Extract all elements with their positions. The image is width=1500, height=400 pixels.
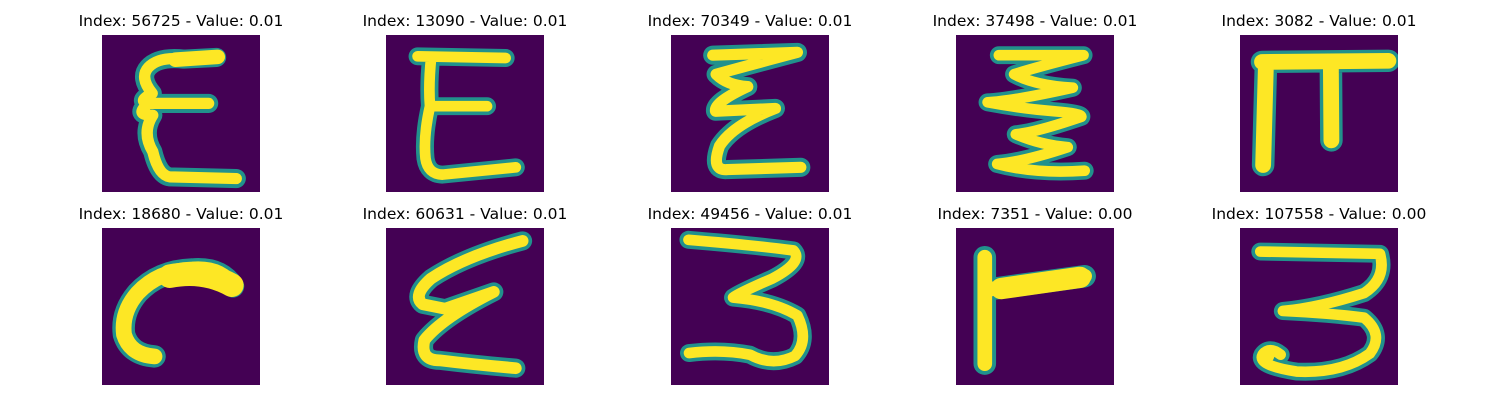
panel-title: Index: 13090 - Value: 0.01 [362,12,568,30]
digit-image [671,228,829,385]
panel-title: Index: 7351 - Value: 0.00 [937,205,1133,223]
digit-image [1240,228,1398,385]
digit-image [1240,35,1398,192]
digit-image [671,35,829,192]
digit-image [386,228,544,385]
panel-title: Index: 107558 - Value: 0.00 [1211,205,1427,223]
digit-image [956,35,1114,192]
panel-title: Index: 56725 - Value: 0.01 [78,12,284,30]
digit-image [956,228,1114,385]
panel-title: Index: 60631 - Value: 0.01 [362,205,568,223]
digit-image [102,228,260,385]
digit-image [386,35,544,192]
panel-title: Index: 70349 - Value: 0.01 [647,12,853,30]
digit-image [102,35,260,192]
panel-title: Index: 18680 - Value: 0.01 [78,205,284,223]
panel-title: Index: 3082 - Value: 0.01 [1221,12,1417,30]
panel-title: Index: 37498 - Value: 0.01 [932,12,1138,30]
panel-title: Index: 49456 - Value: 0.01 [647,205,853,223]
